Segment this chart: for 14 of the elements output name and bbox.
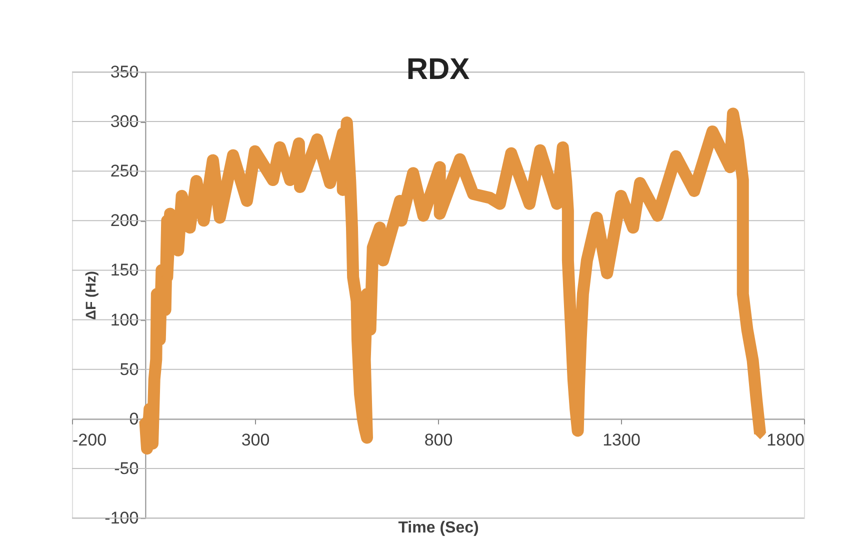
y-tick-label: 0 <box>129 409 139 428</box>
y-tick-label: 250 <box>110 162 139 181</box>
y-tick-label: 200 <box>110 211 139 230</box>
x-axis-title: Time (Sec) <box>398 519 479 536</box>
y-axis-title: ΔF (Hz) <box>82 271 99 320</box>
x-tick-label: -200 <box>72 430 107 450</box>
chart-title: RDX <box>406 53 470 86</box>
x-tick-label: 1300 <box>602 430 640 450</box>
x-tick-label: 1800 <box>766 430 804 450</box>
y-tick-label: 150 <box>110 260 139 280</box>
x-tick-label: 300 <box>241 430 270 450</box>
y-tick-label: 100 <box>110 310 139 330</box>
x-tick-label: 800 <box>424 430 453 450</box>
y-tick-label: 50 <box>120 360 139 379</box>
